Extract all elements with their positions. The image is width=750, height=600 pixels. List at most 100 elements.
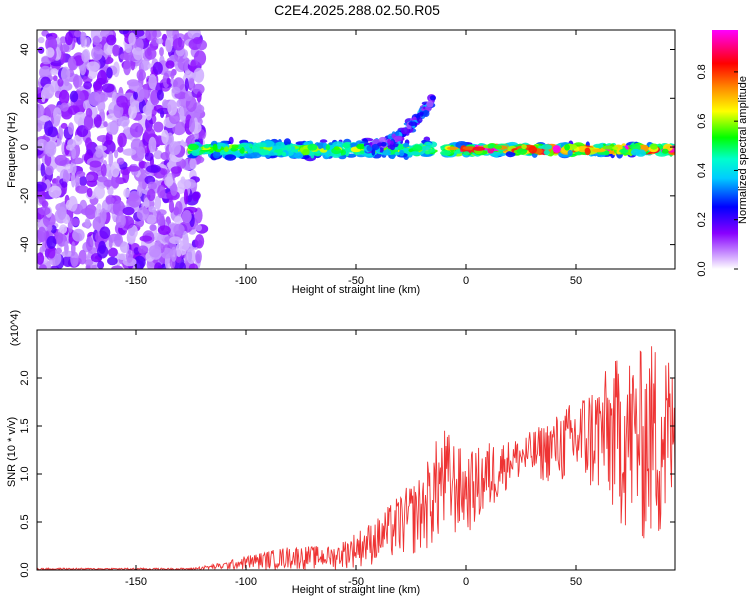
noise-blob [129, 122, 144, 138]
colorbar-tick-label: 0.6 [696, 114, 708, 129]
colorbar-tick-label: 0.4 [696, 163, 708, 178]
noise-blob [53, 116, 60, 126]
noise-blob [193, 67, 205, 83]
noise-blob [62, 169, 69, 185]
signal-blob [630, 148, 641, 156]
noise-blob [57, 206, 67, 220]
noise-blob [157, 184, 166, 199]
noise-blob [146, 165, 159, 173]
signal-blob [419, 145, 431, 151]
signal-blob [420, 153, 433, 157]
noise-blob [106, 34, 117, 46]
branch-blob [429, 95, 436, 101]
signal-blob [394, 151, 400, 156]
noise-blob [70, 172, 76, 188]
noise-blob [148, 245, 162, 258]
branch-blob [377, 142, 383, 147]
noise-blob [37, 181, 47, 192]
noise-blob [179, 239, 190, 251]
signal-blob [216, 142, 222, 150]
noise-blob [133, 91, 138, 100]
noise-blob [157, 225, 171, 236]
noise-blob [160, 110, 165, 118]
colorbar-gradient [712, 30, 738, 269]
noise-blob [85, 137, 92, 149]
signal-blob [493, 145, 503, 150]
noise-blob [144, 152, 154, 162]
signal-blob [212, 143, 218, 151]
noise-blob [88, 91, 102, 107]
branch-blob [408, 121, 418, 126]
noise-blob [154, 262, 163, 269]
noise-blob [169, 236, 182, 245]
noise-blob [107, 256, 118, 266]
noise-blob [117, 146, 124, 153]
branch-blob [378, 136, 388, 144]
signal-blob [307, 143, 318, 151]
noise-blob [79, 175, 88, 187]
snr-y-label: SNR (10 * v/v) [6, 417, 18, 487]
signal-blob [567, 149, 573, 157]
noise-blob [100, 163, 107, 177]
noise-blob [159, 47, 164, 57]
noise-blob [75, 174, 80, 189]
noise-blob [71, 157, 84, 165]
signal-blob [463, 151, 470, 156]
noise-blob [69, 90, 79, 103]
noise-blob [37, 122, 43, 132]
noise-blob [184, 71, 195, 79]
noise-blob [196, 91, 202, 103]
noise-blob [183, 188, 189, 205]
noise-blob [45, 47, 55, 58]
noise-blob [162, 99, 169, 110]
noise-blob [102, 140, 116, 155]
signal-blob [446, 146, 459, 151]
noise-blob [37, 46, 45, 54]
signal-blob [191, 149, 200, 156]
noise-blob [166, 30, 173, 39]
noise-blob [84, 259, 94, 266]
signal-blob [397, 143, 404, 150]
noise-blob [154, 195, 162, 210]
noise-blob [110, 161, 120, 178]
noise-blob [97, 260, 105, 269]
noise-blob [37, 103, 45, 118]
noise-blob [148, 206, 157, 213]
noise-blob [37, 252, 45, 265]
signal-blob [302, 148, 310, 156]
noise-blob [65, 199, 73, 211]
noise-blob [136, 206, 150, 221]
noise-blob [193, 50, 207, 66]
signal-blob [661, 148, 669, 154]
noise-blob [46, 235, 57, 249]
noise-blob [165, 60, 175, 69]
noise-blob [39, 65, 52, 80]
signal-blob [294, 152, 304, 159]
noise-blob [168, 199, 175, 213]
noise-blob [41, 200, 49, 209]
branch-blob [371, 143, 380, 151]
noise-blob [75, 185, 89, 194]
noise-blob [184, 77, 189, 92]
x-tick-label: 50 [570, 275, 582, 287]
noise-blob [81, 50, 89, 63]
colorbar-label: Normalized spectral amplitude [737, 76, 749, 224]
noise-blob [166, 77, 171, 85]
signal-blob [356, 143, 366, 150]
noise-blob [111, 174, 120, 189]
signal-blob [472, 146, 485, 151]
noise-blob [184, 90, 193, 102]
noise-blob [83, 81, 92, 90]
noise-blob [123, 59, 131, 76]
branch-blob [400, 127, 409, 135]
x-tick-label: -100 [235, 275, 257, 287]
signal-blob [612, 146, 618, 150]
signal-blob [426, 142, 433, 146]
noise-blob [86, 187, 93, 198]
noise-blob [71, 218, 80, 226]
noise-blob [124, 42, 132, 54]
noise-blob [153, 150, 163, 160]
noise-blob [128, 81, 143, 92]
noise-blob [55, 175, 61, 187]
noise-blob [37, 226, 47, 243]
